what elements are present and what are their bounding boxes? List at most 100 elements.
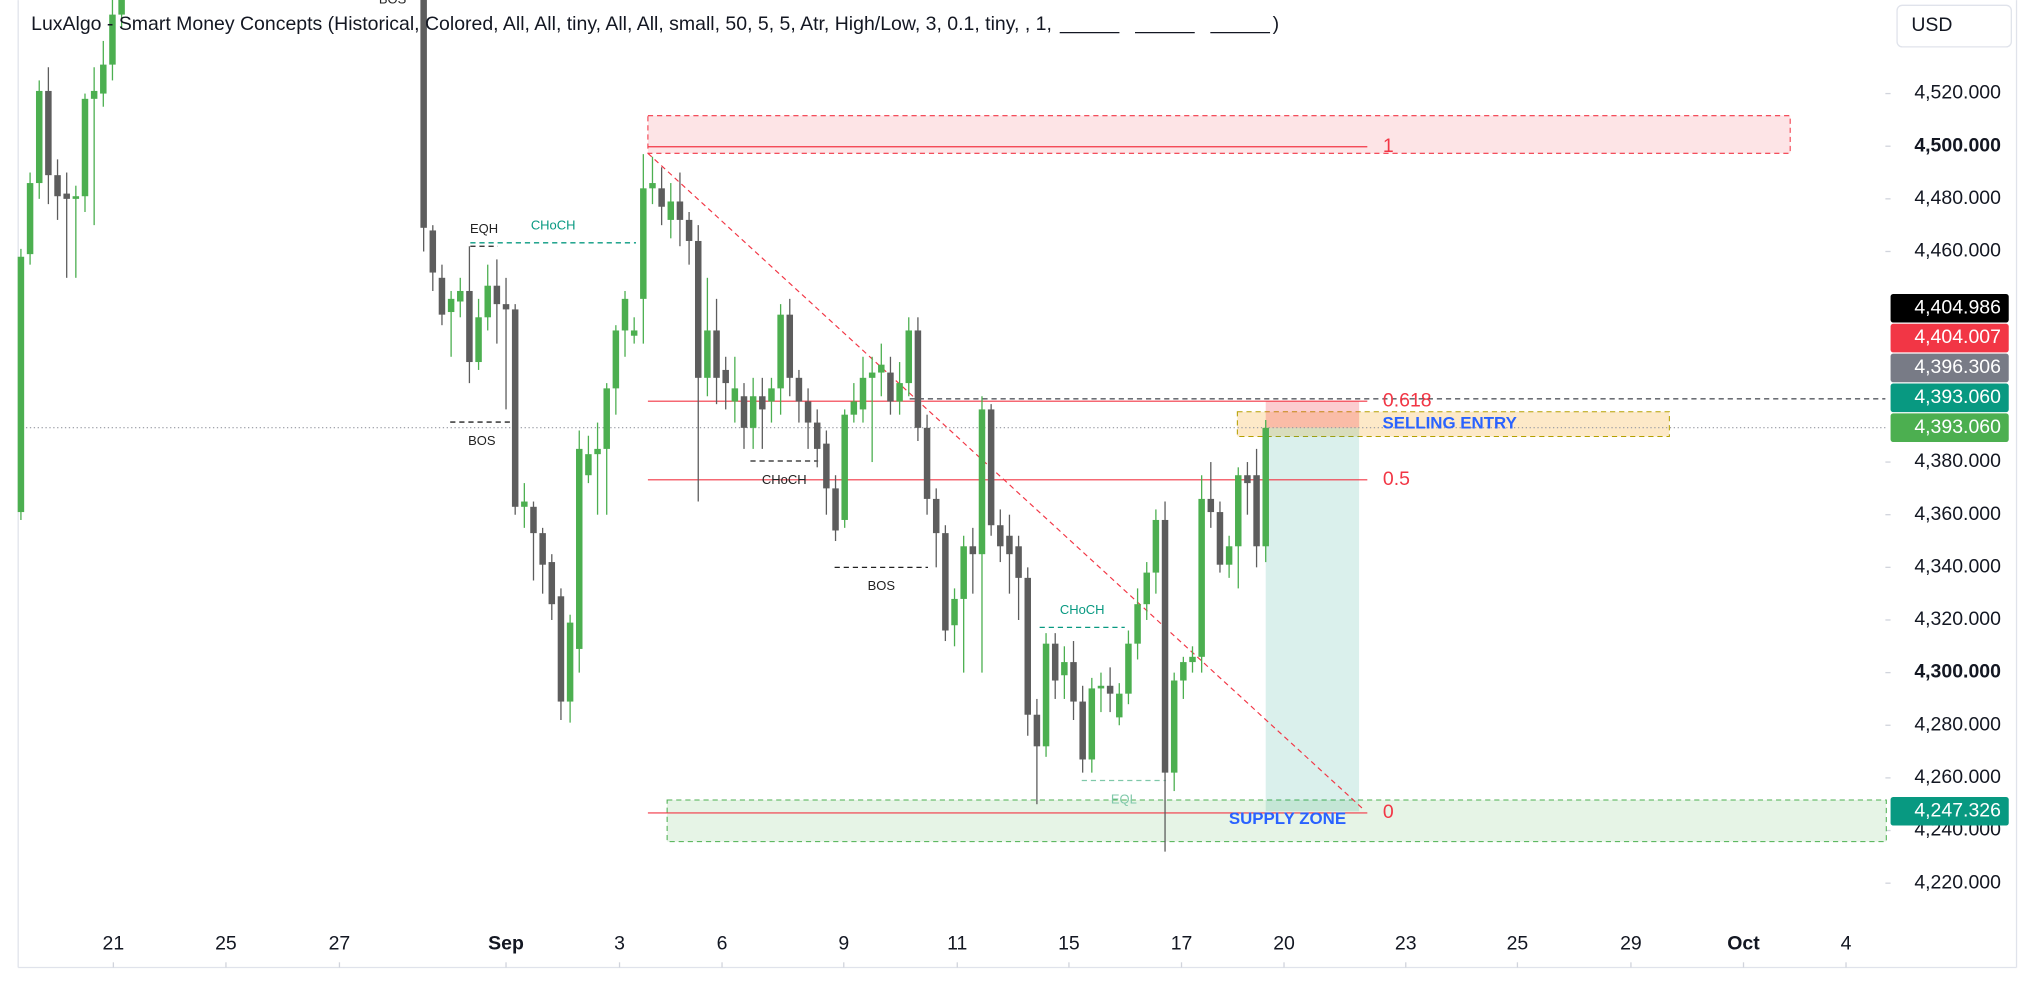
candle-body [868,372,876,378]
candle-body [521,501,528,507]
price-label-bg [1890,413,2009,442]
x-tick-label: 20 [1273,932,1295,954]
candle-body [932,498,940,534]
candle-body [795,377,803,402]
price-label-bg [1890,383,2009,413]
candle-body [1070,662,1077,702]
position-stop [1265,401,1360,428]
candle-body [603,388,610,449]
candle-body [649,183,656,189]
y-tick-label: 4,300.000 [1914,661,2001,683]
candle-body [923,427,931,499]
candle-body [1006,535,1013,555]
candle-body [1180,662,1187,681]
candle-body [804,401,812,423]
candle-body [118,0,125,15]
candle-body [914,330,922,428]
candle-body [420,0,427,228]
candle-body [722,369,729,384]
x-tick-label: 25 [215,932,237,954]
x-tick-label: 27 [329,932,351,954]
candle-body [685,219,693,241]
structure-label: CHoCH [531,217,576,232]
candle-body [987,409,995,526]
candle-body [658,188,665,207]
candle-body [63,193,70,199]
candle-body [566,622,574,702]
title-end: ) [1273,13,1279,35]
candle-body [1216,512,1224,565]
candle-body [841,414,848,520]
y-tick-label: 4,340.000 [1914,555,2001,577]
price-label-bg [1890,323,2009,353]
candle-body [978,409,986,555]
candle-body [1152,519,1160,573]
candle-body [905,330,913,384]
y-tick-label: 4,260.000 [1914,766,2001,788]
candle-body [667,201,675,220]
candle-body [630,330,638,336]
candle-body [100,64,107,94]
candle-body [539,533,546,565]
price-label-bg [1890,293,2009,323]
candle-body [1244,475,1251,484]
candle-body [1207,498,1215,513]
x-tick-label: 29 [1620,932,1642,954]
zone [1236,411,1670,438]
candle-body [17,256,25,513]
x-tick-label: 15 [1058,932,1080,954]
candle-body [694,240,702,378]
candle-body [530,506,537,534]
price-label: 4,404.007 [1914,326,2001,348]
candle-body [621,298,629,331]
candle-body [475,317,482,363]
candle-body [859,377,867,410]
structure-label: BOS [468,433,496,448]
x-tick-label: Oct [1727,932,1760,954]
candle-body [612,330,620,389]
candle-body [640,188,647,299]
fib-label: 0 [1383,801,1394,823]
candle-body [1106,685,1114,694]
price-label: 4,404.986 [1914,296,2001,318]
candle-body [823,443,830,489]
candle-body [813,422,821,449]
price-label-bg [1890,796,2009,826]
zone [666,799,1887,843]
candle-body [896,383,903,402]
candle-body [786,314,794,378]
x-tick-label: 4 [1841,932,1852,954]
candle-body [466,290,473,363]
candle-body [1170,680,1178,773]
currency-button[interactable] [1896,4,2012,48]
candle-body [548,562,556,605]
structure-label: CHoCH [1060,602,1105,617]
y-tick-label: 4,320.000 [1914,608,2001,630]
trendline [647,152,1365,810]
candle-body [576,448,583,649]
currency[interactable]: USD [1911,14,1952,36]
x-tick-label: 21 [103,932,125,954]
indicator-title: LuxAlgo - Smart Money Concepts (Historic… [31,13,1052,35]
candle-body [1051,643,1059,681]
fib-label: 0.618 [1383,389,1432,411]
candle-body [1015,546,1022,578]
candle-body [676,201,684,220]
candle-body [1079,701,1086,760]
candle-body [777,314,784,389]
fib-label: 0.5 [1383,468,1410,490]
candle-body [585,454,592,476]
x-tick-label: 3 [614,932,625,954]
candle-body [457,290,464,302]
candle-body [109,14,116,65]
candle-body [850,401,858,415]
price-label-bg [1890,353,2009,383]
zone-label: SUPPLY ZONE [1229,809,1346,828]
candle-body [1125,643,1132,694]
position-target [1265,427,1360,812]
candle-body [429,230,437,273]
y-tick-label: 4,360.000 [1914,503,2001,525]
plot: 4,520.000 4,500.000 4,480.000 4,460.000 4,38… [17,0,2009,968]
